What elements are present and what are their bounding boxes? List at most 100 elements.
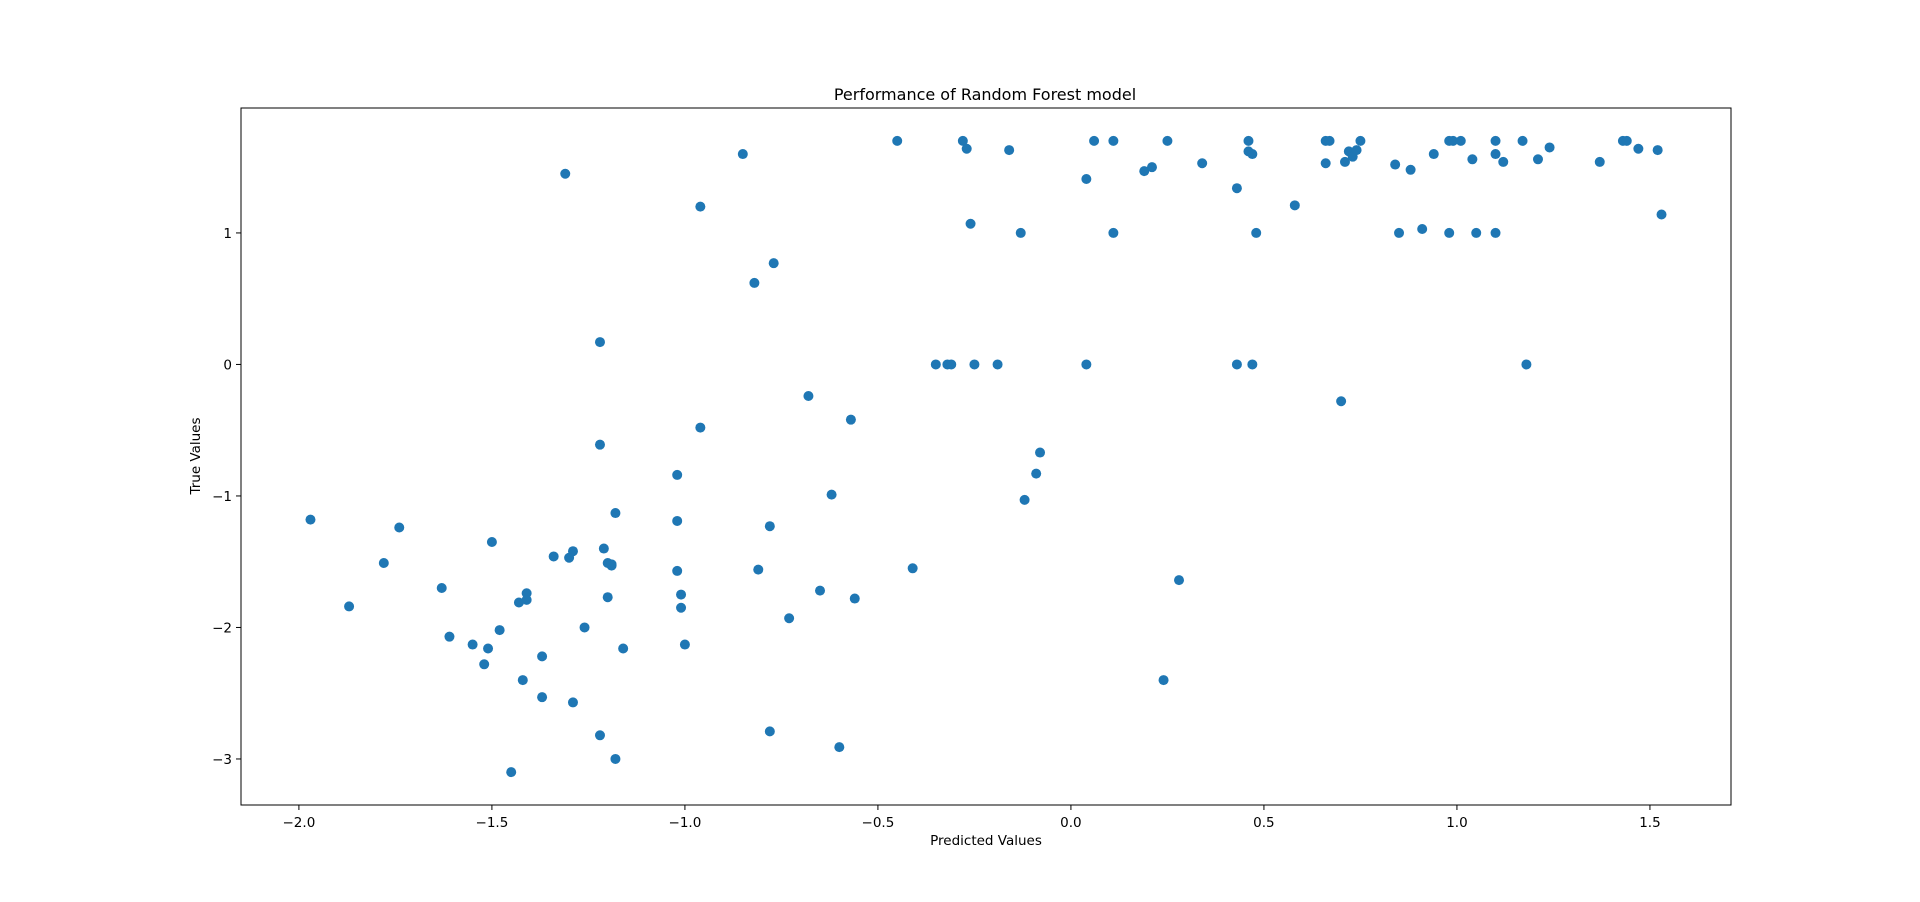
data-point <box>602 592 613 603</box>
y-tick-label: 0 <box>223 357 232 373</box>
data-point <box>1390 159 1401 170</box>
data-point <box>479 659 490 670</box>
data-point <box>1231 183 1242 194</box>
data-point <box>1339 156 1350 167</box>
data-point <box>849 593 860 604</box>
x-tick-label: 1.0 <box>1446 815 1467 831</box>
data-point <box>1448 135 1459 146</box>
data-point <box>957 135 968 146</box>
data-point <box>506 767 517 778</box>
y-axis: −3 −2 −1 0 1 <box>212 226 241 768</box>
data-point <box>618 643 629 654</box>
points-layer <box>305 135 1667 778</box>
y-tick-label: −1 <box>212 489 232 505</box>
data-point <box>695 201 706 212</box>
data-point <box>1146 162 1157 173</box>
data-point <box>1532 154 1543 165</box>
data-point <box>1355 135 1366 146</box>
data-point <box>610 508 621 519</box>
data-point <box>803 391 814 402</box>
data-point <box>1521 359 1532 370</box>
data-point <box>784 613 795 624</box>
data-point <box>1336 396 1347 407</box>
data-point <box>1174 575 1185 586</box>
x-tick-label: 1.5 <box>1639 815 1660 831</box>
data-point <box>1517 135 1528 146</box>
data-point <box>1197 158 1208 169</box>
data-point <box>1031 468 1042 479</box>
data-point <box>1594 156 1605 167</box>
data-point <box>567 546 578 557</box>
data-point <box>1471 227 1482 238</box>
data-point <box>992 359 1003 370</box>
data-point <box>1089 135 1100 146</box>
data-point <box>537 692 548 703</box>
data-point <box>1247 149 1258 160</box>
data-point <box>594 439 605 450</box>
data-point <box>1243 135 1254 146</box>
data-point <box>548 551 559 562</box>
data-point <box>676 589 687 600</box>
data-point <box>1444 227 1455 238</box>
data-point <box>930 359 941 370</box>
data-point <box>1035 447 1046 458</box>
data-point <box>594 730 605 741</box>
data-point <box>521 594 532 605</box>
y-axis-label: True Values <box>188 417 204 495</box>
data-point <box>1158 675 1169 686</box>
data-point <box>1417 223 1428 234</box>
data-point <box>969 359 980 370</box>
data-point <box>579 622 590 633</box>
data-point <box>594 337 605 348</box>
data-point <box>344 601 355 612</box>
data-point <box>1351 145 1362 156</box>
data-point <box>1490 135 1501 146</box>
data-point <box>1405 164 1416 175</box>
x-tick-label: −1.5 <box>476 815 509 831</box>
data-point <box>1324 135 1335 146</box>
data-point <box>679 639 690 650</box>
data-point <box>1490 227 1501 238</box>
data-point <box>1394 227 1405 238</box>
data-point <box>764 726 775 737</box>
data-point <box>394 522 405 533</box>
data-point <box>486 536 497 547</box>
data-point <box>1467 154 1478 165</box>
data-point <box>737 149 748 160</box>
data-point <box>378 558 389 569</box>
x-axis: −2.0 −1.5 −1.0 −0.5 0.0 0.5 1.0 1.5 <box>283 805 1661 831</box>
data-point <box>517 675 528 686</box>
x-tick-label: −2.0 <box>283 815 316 831</box>
data-point <box>483 643 494 654</box>
data-point <box>907 563 918 574</box>
y-tick-label: 1 <box>223 226 232 242</box>
data-point <box>826 489 837 500</box>
data-point <box>749 277 760 288</box>
plot-frame <box>240 107 1732 806</box>
data-point <box>305 514 316 525</box>
data-point <box>672 515 683 526</box>
data-point <box>1004 145 1015 156</box>
data-point <box>1139 166 1150 177</box>
x-tick-label: −1.0 <box>669 815 702 831</box>
data-point <box>676 602 687 613</box>
data-point <box>815 585 826 596</box>
data-point <box>965 218 976 229</box>
x-tick-label: 0.5 <box>1253 815 1274 831</box>
data-point <box>598 543 609 554</box>
data-point <box>1498 156 1509 167</box>
data-point <box>892 135 903 146</box>
data-point <box>467 639 478 650</box>
data-point <box>610 753 621 764</box>
data-point <box>961 143 972 154</box>
x-axis-label: Predicted Values <box>930 833 1042 849</box>
data-point <box>1019 494 1030 505</box>
data-point <box>1455 135 1466 146</box>
data-point <box>1621 135 1632 146</box>
data-point <box>1081 359 1092 370</box>
x-tick-label: 0.0 <box>1060 815 1081 831</box>
y-tick-label: −3 <box>212 752 232 768</box>
data-point <box>946 359 957 370</box>
data-point <box>513 597 524 608</box>
